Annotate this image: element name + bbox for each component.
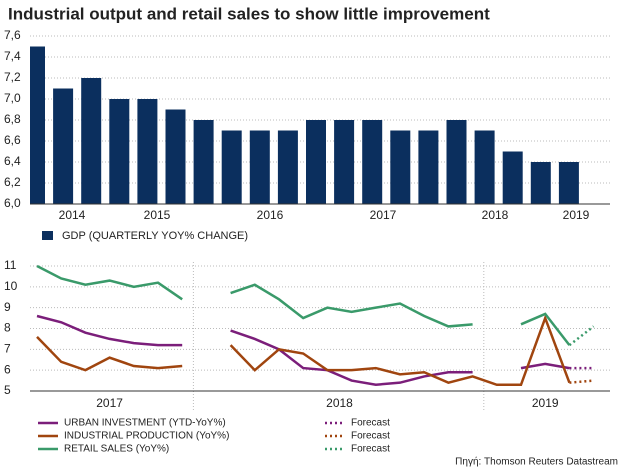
bar xyxy=(446,120,467,204)
y-tick-label: 6 xyxy=(4,362,11,376)
line xyxy=(36,314,571,386)
line xyxy=(36,314,570,387)
bar xyxy=(277,130,298,204)
y-tick-label: 6,6 xyxy=(4,133,21,147)
bar xyxy=(81,78,102,204)
legend-label: Forecast xyxy=(351,431,390,442)
bar xyxy=(109,99,130,204)
bar xyxy=(418,130,439,204)
bar xyxy=(137,99,158,204)
y-tick-label: 8 xyxy=(4,321,11,335)
y-tick-label: 5 xyxy=(4,383,11,397)
x-tick-label: 2014 xyxy=(59,208,86,222)
legend-label: URBAN INVESTMENT (YTD-YoY%) xyxy=(64,418,226,429)
x-tick-label: 2018 xyxy=(326,396,353,410)
bar xyxy=(390,130,411,204)
legend-label: INDUSTRIAL PRODUCTION (YoY%) xyxy=(64,431,229,442)
bar xyxy=(53,88,74,204)
y-tick-label: 6,0 xyxy=(4,196,21,210)
bar xyxy=(249,130,270,204)
line xyxy=(568,325,595,347)
y-tick-label: 6,4 xyxy=(4,154,21,168)
source: Πηγή: Thomson Reuters Datastream xyxy=(455,456,618,468)
bar xyxy=(362,120,383,204)
x-tick-label: 2018 xyxy=(482,208,509,222)
x-tick-label: 2019 xyxy=(563,208,590,222)
bar xyxy=(193,120,214,204)
y-tick-label: 11 xyxy=(4,258,17,272)
legend-label: GDP (QUARTERLY YOY% CHANGE) xyxy=(62,230,248,242)
bar xyxy=(165,109,186,204)
x-tick-label: 2016 xyxy=(257,208,284,222)
y-tick-label: 7,4 xyxy=(4,49,21,63)
bar xyxy=(306,120,326,204)
legend-swatch xyxy=(42,231,53,240)
bar xyxy=(334,120,355,204)
legend-label: Forecast xyxy=(351,418,390,429)
bar xyxy=(474,130,495,204)
x-tick-label: 2017 xyxy=(96,396,123,410)
y-tick-label: 7,2 xyxy=(4,70,21,84)
chart-title: Industrial output and retail sales to sh… xyxy=(8,4,490,23)
y-tick-label: 6,2 xyxy=(4,175,21,189)
legend-label: RETAIL SALES (YoY%) xyxy=(64,444,169,455)
y-tick-label: 7,0 xyxy=(4,91,21,105)
y-tick-label: 6,8 xyxy=(4,112,21,126)
line xyxy=(36,264,571,346)
bar xyxy=(221,130,242,204)
bar xyxy=(502,151,523,204)
legend-label: Forecast xyxy=(351,444,390,455)
x-tick-label: 2017 xyxy=(370,208,397,222)
y-tick-label: 7,6 xyxy=(4,28,21,42)
bar xyxy=(30,46,45,204)
bar xyxy=(558,162,579,204)
line xyxy=(569,379,594,384)
bar xyxy=(530,162,551,204)
y-tick-label: 9 xyxy=(4,300,11,314)
x-tick-label: 2015 xyxy=(144,208,171,222)
x-tick-label: 2019 xyxy=(532,396,559,410)
y-tick-label: 7 xyxy=(4,342,11,356)
y-tick-label: 10 xyxy=(4,279,18,293)
